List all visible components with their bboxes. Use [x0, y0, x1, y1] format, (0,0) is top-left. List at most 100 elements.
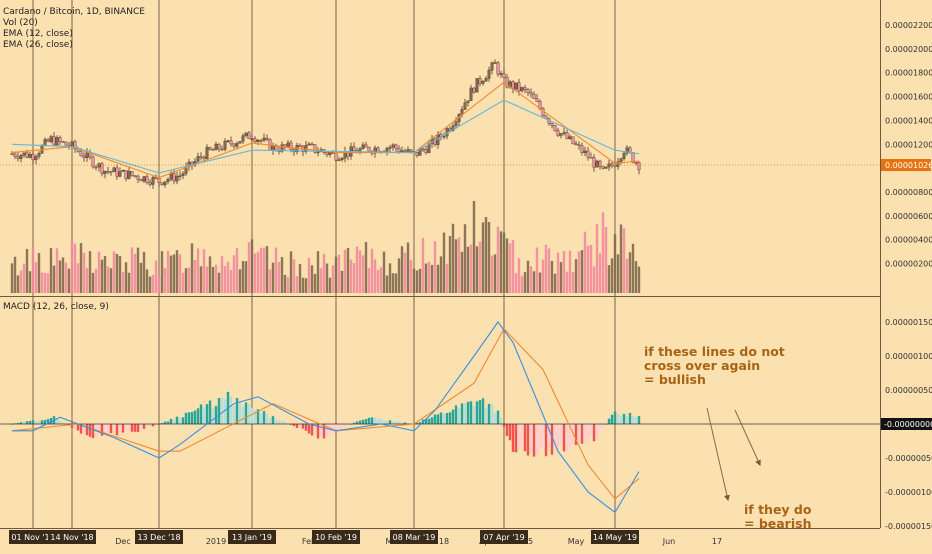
volume-bar — [205, 266, 209, 293]
volume-bar — [289, 251, 293, 293]
candle — [229, 140, 233, 145]
candle — [172, 173, 176, 182]
candle — [109, 171, 113, 173]
volume-bar — [91, 272, 95, 293]
volume-bar — [43, 273, 47, 293]
macd-hist-bar — [310, 424, 314, 436]
volume-bar — [61, 257, 65, 293]
macd-hist-bar — [337, 424, 341, 430]
macd-hist-bar — [472, 406, 476, 424]
candle — [31, 153, 35, 161]
macd-hist-bar — [445, 413, 449, 424]
volume-bar — [493, 254, 497, 293]
candle — [571, 136, 575, 145]
volume-bar — [463, 224, 467, 293]
volume-bar — [373, 259, 377, 293]
candle — [550, 123, 554, 126]
date-tag-label: 13 Dec '18 — [137, 533, 180, 542]
volume-bar — [76, 263, 80, 293]
volume-bar — [274, 247, 278, 293]
candle — [460, 109, 464, 115]
price-tick: 0.00001600 — [885, 93, 932, 102]
chart-title: Cardano / Bitcoin, 1D, BINANCE — [3, 7, 145, 17]
macd-hist-bar — [505, 424, 509, 437]
volume-bar — [436, 264, 440, 293]
macd-hist-bar — [316, 424, 320, 439]
volume-bar — [253, 253, 257, 293]
date-tag-label: 13 Jan '19 — [232, 533, 272, 542]
candle — [217, 143, 221, 150]
volume-bar — [178, 254, 182, 293]
date-tag-bg — [9, 530, 57, 544]
volume-bar — [313, 273, 317, 293]
candle — [289, 142, 293, 150]
candle — [520, 87, 524, 92]
candle — [442, 135, 446, 138]
ema12-line — [11, 81, 640, 179]
volume-bar — [337, 254, 341, 293]
macd-hist-bar — [559, 424, 563, 445]
candle — [55, 137, 59, 146]
volume-bar — [550, 260, 554, 293]
macd-hist-bar — [355, 421, 359, 424]
macd-hist-bar — [424, 418, 428, 424]
macd-hist-bar — [490, 404, 494, 424]
macd-hist-bar — [577, 424, 581, 444]
volume-bar — [208, 256, 212, 293]
macd-hist-bar — [256, 409, 260, 424]
volume-bar — [37, 253, 41, 293]
macd-hist-bar — [319, 424, 323, 436]
date-tag-label: 07 Apr '19 — [483, 533, 524, 542]
volume-bar — [190, 243, 194, 293]
macd-hist-bar — [259, 412, 263, 424]
candle — [493, 62, 497, 64]
volume-bar — [124, 262, 128, 293]
macd-hist-bar — [235, 398, 239, 424]
volume-bar — [484, 216, 488, 293]
volume-bar — [397, 258, 401, 293]
candle — [604, 166, 608, 169]
volume-bar — [292, 259, 296, 293]
volume-bar — [196, 248, 200, 293]
macd-hist-bar — [331, 424, 335, 433]
candle — [244, 132, 248, 136]
candle — [385, 147, 389, 152]
volume-bar — [511, 239, 515, 293]
macd-hist-bar — [610, 414, 614, 424]
volume-bar — [283, 274, 287, 293]
macd-hist-bar — [43, 419, 47, 424]
volume-bar — [322, 253, 326, 293]
macd-hist-bar — [592, 424, 596, 442]
candle — [22, 152, 26, 156]
candle — [628, 147, 632, 153]
candle — [58, 137, 62, 142]
macd-hist-bar — [280, 420, 284, 424]
macd-hist-bar — [34, 420, 38, 424]
candle — [259, 139, 263, 142]
macd-hist-bar — [397, 421, 401, 424]
macd-hist-bar — [550, 424, 554, 455]
volume-bar — [637, 266, 641, 293]
price-tick: 0.00002200 — [885, 21, 932, 30]
macd-hist-bar — [103, 424, 107, 435]
candle — [121, 170, 125, 172]
volume-bar — [439, 256, 443, 293]
candle — [484, 78, 488, 82]
candle — [328, 152, 332, 155]
time-axis-label: May — [568, 537, 585, 546]
macd-hist-bar — [22, 422, 26, 424]
macd-hist-bar — [367, 417, 371, 424]
date-tag-bg — [312, 530, 360, 544]
volume-bar — [628, 252, 632, 293]
bullish-line-1: if these lines do not — [644, 344, 785, 359]
volume-bar — [580, 250, 584, 293]
candle — [139, 179, 143, 182]
candle — [583, 150, 587, 153]
volume-bar — [127, 272, 131, 293]
volume-bar — [505, 238, 509, 293]
macd-hist-bar — [172, 419, 176, 424]
macd-hist-bar — [574, 424, 578, 445]
candle — [406, 149, 410, 152]
candle — [196, 156, 200, 162]
candle — [421, 148, 425, 151]
